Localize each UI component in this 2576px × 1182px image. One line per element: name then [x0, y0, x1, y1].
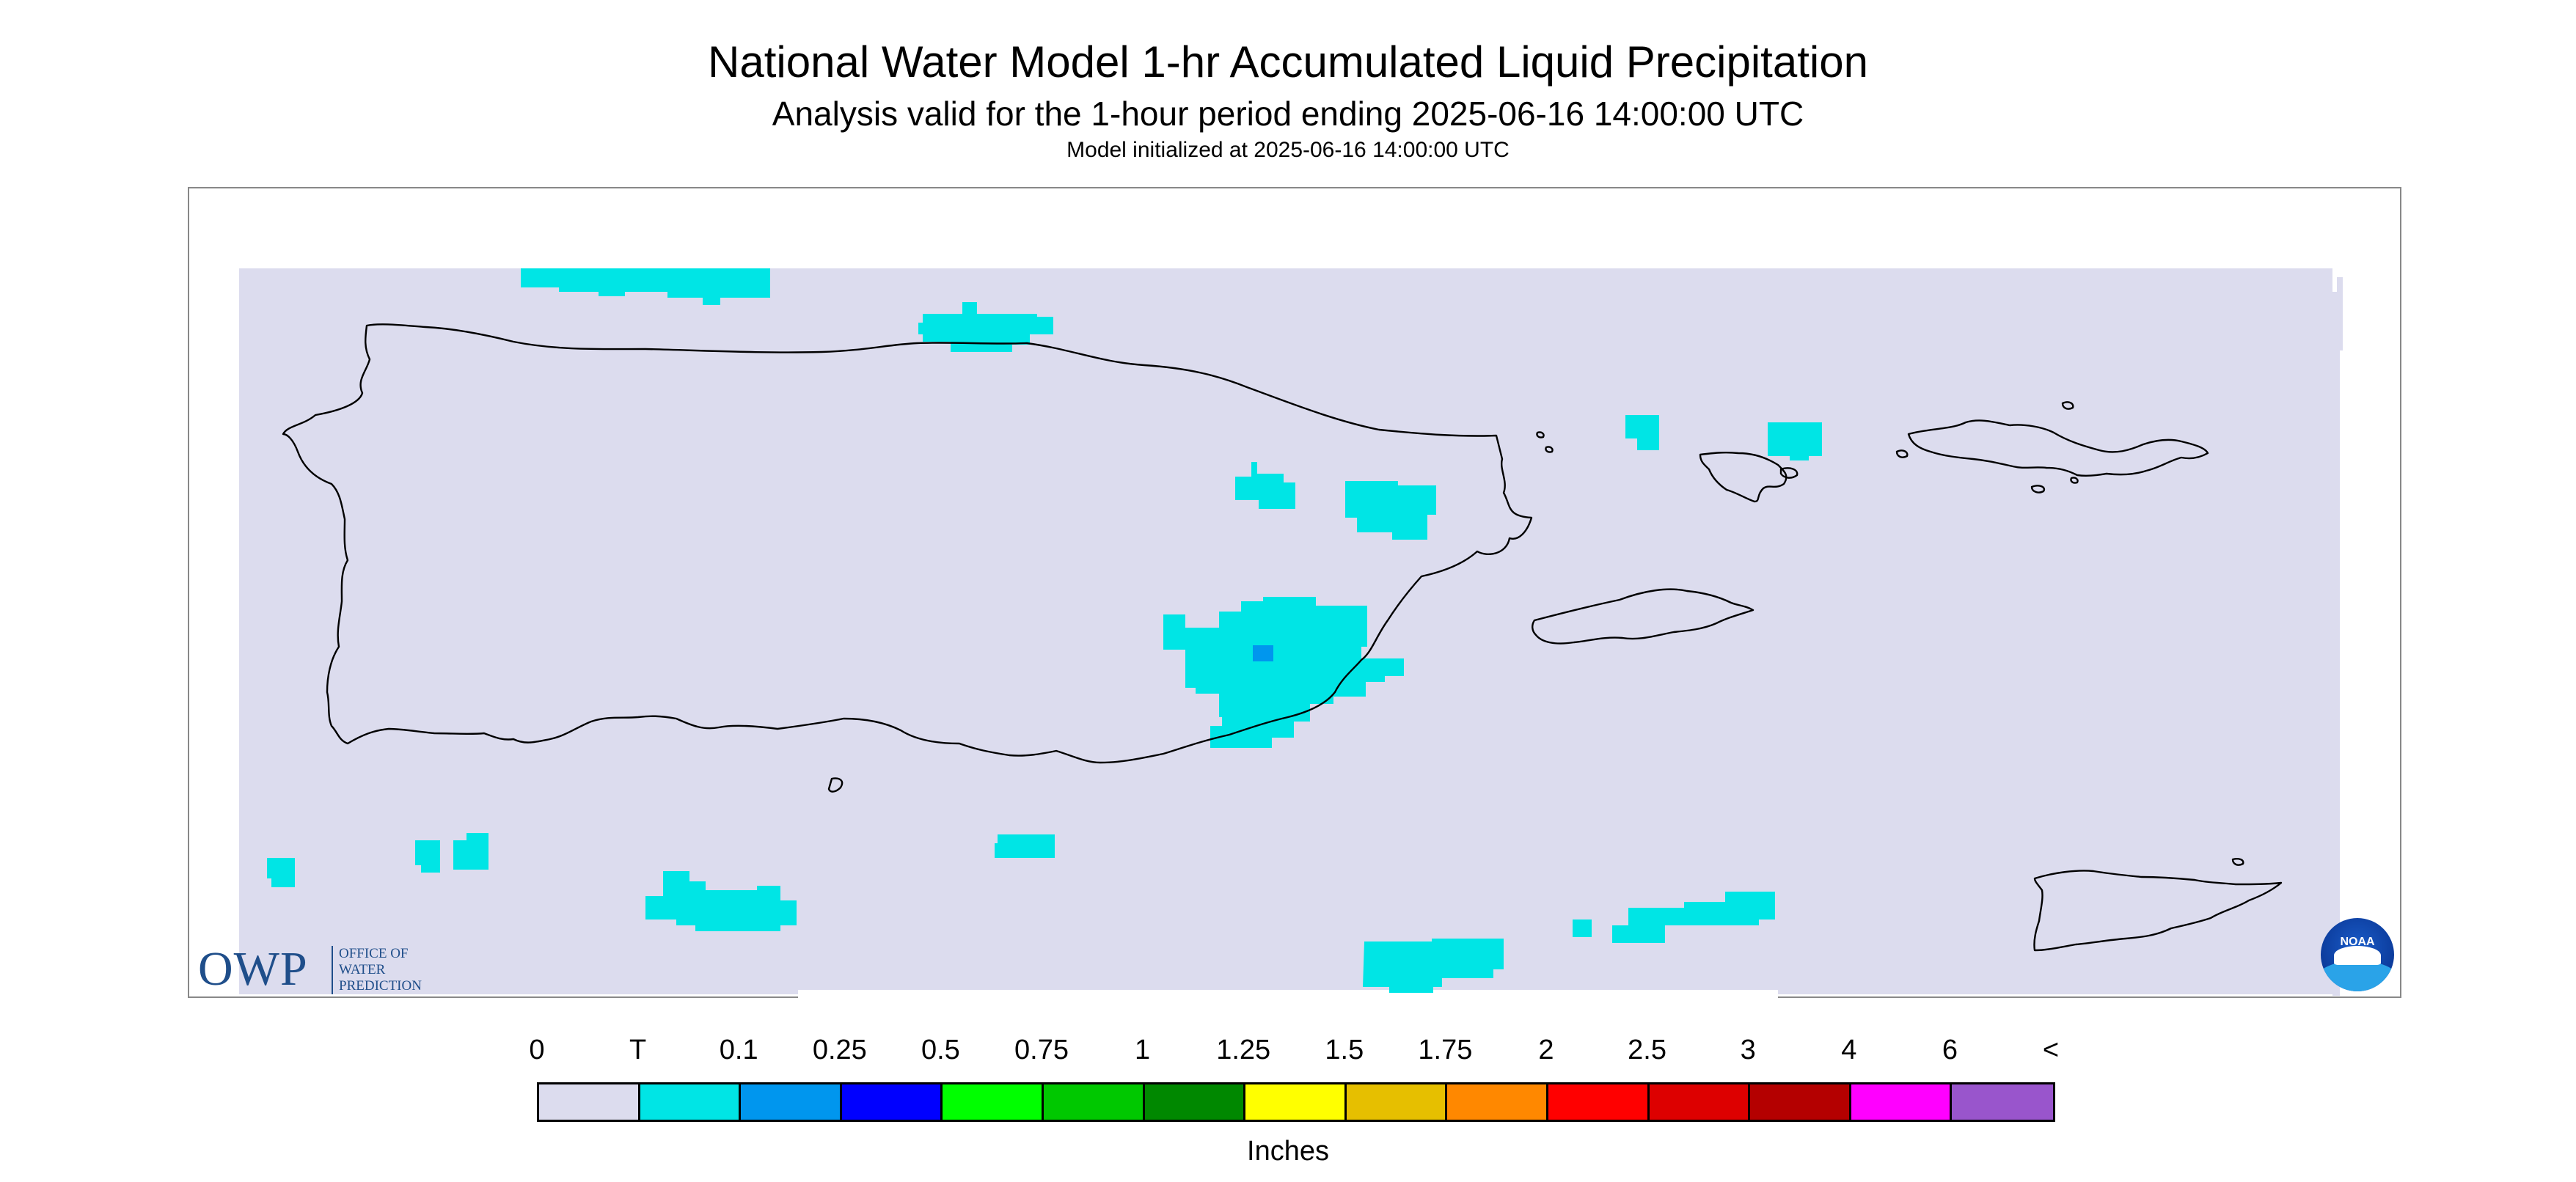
legend-swatch-1: [640, 1084, 742, 1120]
legend-label-2: 0.1: [719, 1035, 758, 1065]
noaa-logo: NOAA: [2321, 918, 2394, 991]
legend-swatch-5: [1043, 1084, 1145, 1120]
legend-swatch-4: [943, 1084, 1044, 1120]
legend-swatch-7: [1245, 1084, 1347, 1120]
legend-label-1: T: [629, 1035, 647, 1065]
legend-swatch-10: [1548, 1084, 1650, 1120]
precip-cell-se-1: [1573, 919, 1592, 937]
legend-label-0: 0: [529, 1035, 545, 1065]
legend-label-9: 1.75: [1418, 1035, 1473, 1065]
noaa-bird-shape: [2334, 946, 2381, 965]
legend-swatch-8: [1346, 1084, 1448, 1120]
precip-cell-s-1: [995, 834, 1055, 858]
owp-logo-subtext: OFFICE OF WATER PREDICTION: [332, 946, 422, 994]
legend-label-8: 1.5: [1325, 1035, 1364, 1065]
coast-small-isle-4: [1536, 431, 1545, 438]
precip-cell-sw-2: [415, 840, 440, 873]
precip-cell-sw-3: [453, 833, 489, 870]
legend-label-13: 4: [1841, 1035, 1857, 1065]
coast-small-isle-2: [2061, 401, 2074, 410]
coast-st-croix: [2033, 870, 2283, 952]
legend-label-11: 2.5: [1628, 1035, 1666, 1065]
legend-unit: Inches: [1247, 1136, 1329, 1167]
owp-line-2: WATER: [339, 962, 386, 977]
precip-cell-culebra-east: [1768, 422, 1822, 460]
coast-culebra: [1699, 451, 1788, 503]
coast-isla-vieques: [1532, 588, 1754, 645]
legend-swatch-14: [1952, 1084, 2053, 1120]
legend-label-4: 0.5: [921, 1035, 960, 1065]
model-init-line: Model initialized at 2025-06-16 14:00:00…: [1066, 138, 1510, 162]
owp-logo-text: OWP: [198, 942, 308, 996]
precip-cell-s-2: [1363, 939, 1504, 993]
legend-swatch-9: [1447, 1084, 1548, 1120]
coast-small-isle-6: [2070, 477, 2079, 484]
legend-label-7: 1.25: [1216, 1035, 1271, 1065]
legend-swatch-11: [1649, 1084, 1751, 1120]
legend-swatch-3: [841, 1084, 943, 1120]
legend-label-5: 0.75: [1014, 1035, 1069, 1065]
legend-label-15: <: [2042, 1035, 2060, 1065]
coast-buck-isle: [2231, 858, 2244, 866]
precip-cell-sw-1: [267, 858, 295, 887]
precip-core-0.1: [1253, 645, 1273, 661]
coast-small-isle-5: [1545, 446, 1554, 453]
legend-colorbar: [537, 1082, 2055, 1122]
coast-culebra-small: [1779, 467, 1799, 479]
precip-cell-sw-4: [645, 871, 797, 931]
legend-label-10: 2: [1538, 1035, 1554, 1065]
precipitation-cells: [267, 268, 1822, 993]
legend-swatch-6: [1144, 1084, 1246, 1120]
coast-small-isle-3: [2030, 485, 2046, 493]
legend-swatch-2: [741, 1084, 842, 1120]
precip-cell-culebra-west: [1625, 415, 1659, 450]
precip-cell-north: [521, 268, 770, 305]
map-subtitle: Analysis valid for the 1-hour period end…: [772, 95, 1804, 133]
legend-swatch-0: [539, 1084, 640, 1120]
precip-cell-east-a: [1235, 462, 1295, 509]
owp-line-3: PREDICTION: [339, 978, 422, 994]
noaa-logo-text: NOAA: [2340, 936, 2375, 948]
noaa-wave-shape: [2321, 961, 2394, 991]
map-title: National Water Model 1-hr Accumulated Li…: [708, 37, 1868, 87]
coast-st-thomas-stjohn: [1907, 419, 2209, 477]
coastlines: [282, 323, 2283, 952]
legend-label-6: 1: [1135, 1035, 1151, 1065]
legend-swatch-13: [1851, 1084, 1953, 1120]
precip-cell-se-2: [1612, 892, 1775, 943]
legend-swatch-12: [1750, 1084, 1851, 1120]
coast-isle-offshore-south: [827, 777, 844, 793]
coast-small-isle-1: [1895, 449, 1909, 458]
legend-label-14: 6: [1942, 1035, 1958, 1065]
owp-line-1: OFFICE OF: [339, 946, 409, 961]
legend-label-3: 0.25: [812, 1035, 867, 1065]
precip-cell-north-central: [918, 302, 1053, 352]
precip-cell-southeast: [1163, 597, 1404, 748]
precip-cell-east-b: [1345, 481, 1436, 540]
coast-puerto-rico: [282, 323, 1533, 764]
legend-label-12: 3: [1740, 1035, 1756, 1065]
